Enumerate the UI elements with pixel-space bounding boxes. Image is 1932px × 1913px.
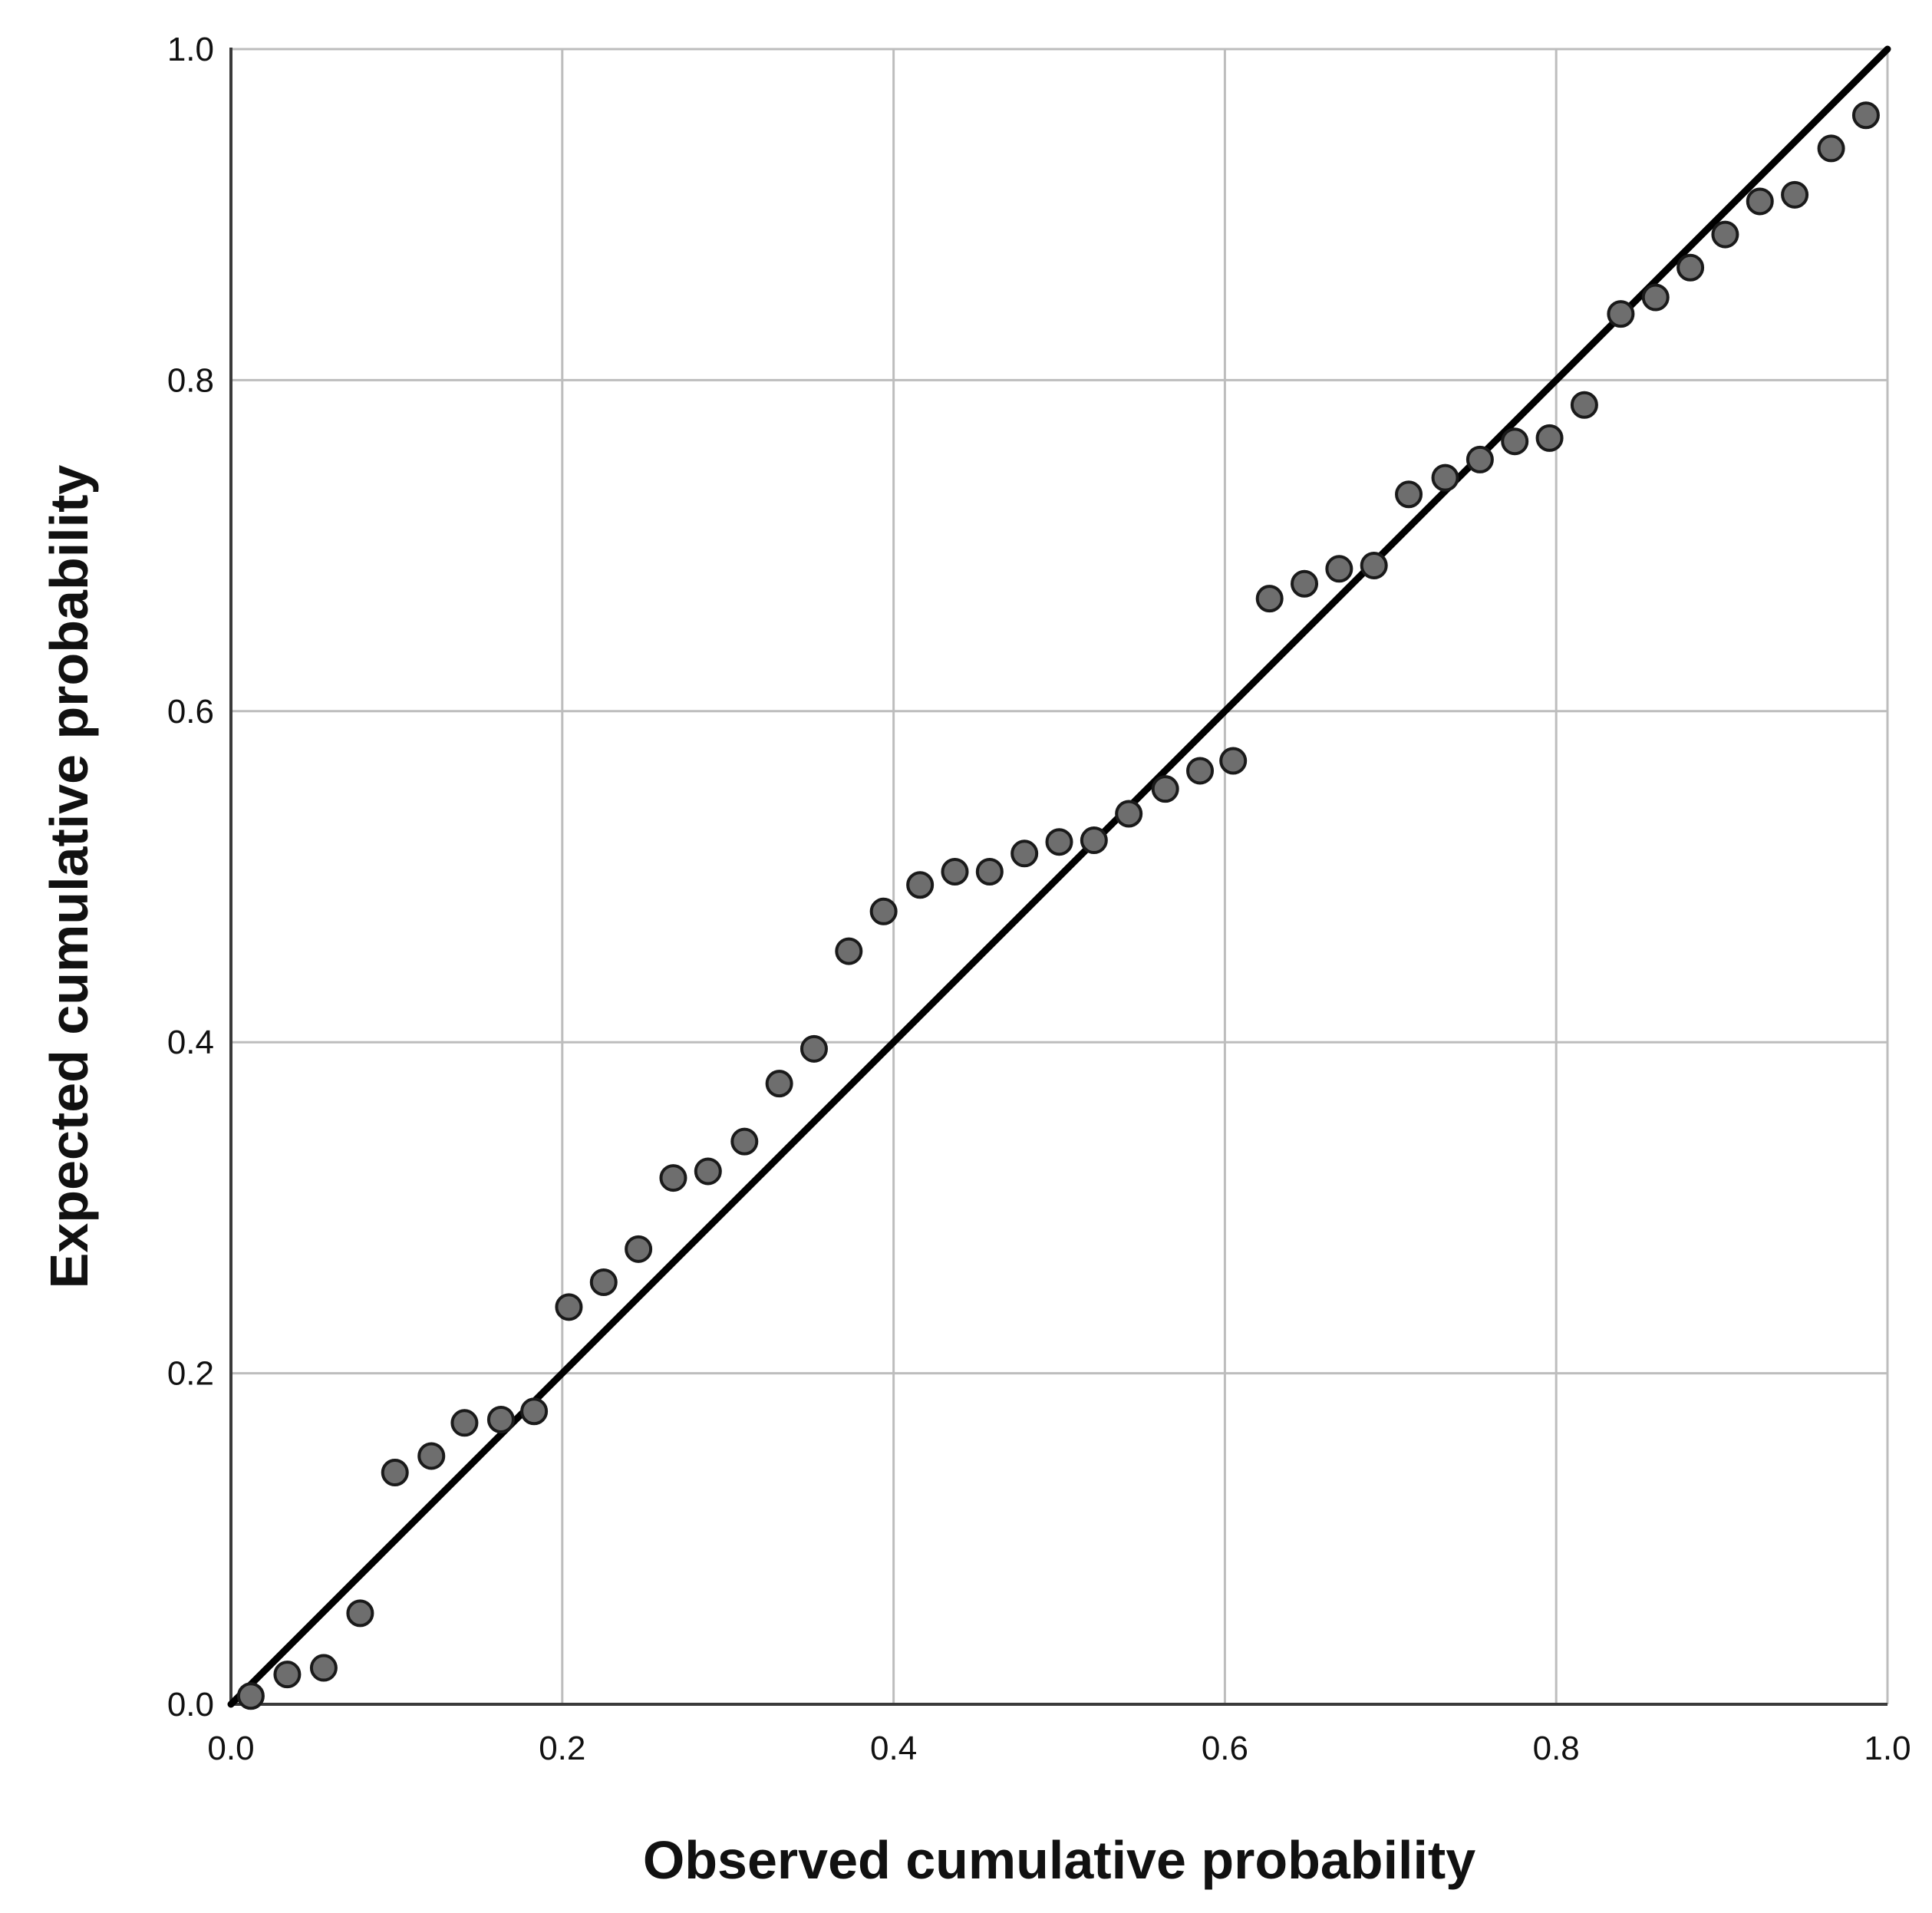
data-point (659, 1164, 687, 1192)
data-point (765, 1070, 793, 1098)
data-point (346, 1599, 374, 1628)
data-point (1817, 134, 1845, 163)
data-point (1607, 300, 1635, 328)
data-point (1535, 424, 1564, 452)
reference-line (227, 45, 1891, 1708)
data-point (1781, 180, 1809, 209)
data-point (236, 1682, 265, 1710)
plot-frame (229, 48, 1887, 1706)
data-point (1641, 283, 1670, 312)
data-point (1501, 427, 1529, 456)
y-tick-labels: 0.0 0.2 0.4 0.6 0.8 1.0 (167, 31, 214, 1723)
data-point (906, 871, 935, 899)
data-point (1080, 826, 1108, 855)
data-point (1851, 101, 1880, 130)
data-point (520, 1397, 549, 1426)
x-tick-label: 0.8 (1533, 1730, 1580, 1767)
grid-layer (229, 48, 1889, 1706)
data-point (309, 1654, 338, 1682)
y-tick-label: 0.8 (167, 361, 214, 399)
data-point (381, 1459, 409, 1487)
data-point (1746, 187, 1774, 216)
data-point (1676, 253, 1705, 282)
data-point (1360, 551, 1388, 579)
data-point (625, 1235, 653, 1263)
data-point (1151, 775, 1179, 803)
data-point (273, 1661, 302, 1689)
data-point (589, 1268, 618, 1296)
data-point (450, 1409, 479, 1437)
x-tick-label: 0.2 (539, 1730, 585, 1767)
data-point (1186, 757, 1215, 785)
data-point (800, 1034, 828, 1063)
data-point (1115, 800, 1143, 828)
data-point (1255, 585, 1284, 613)
x-tick-labels: 0.0 0.2 0.4 0.6 0.8 1.0 (207, 1730, 1911, 1767)
data-point (417, 1442, 446, 1470)
y-tick-label: 0.6 (167, 693, 214, 731)
data-point (1011, 839, 1039, 868)
data-point (869, 897, 898, 925)
x-tick-label: 0.4 (870, 1730, 917, 1767)
x-axis-title: Observed cumulative probability (643, 1830, 1475, 1890)
data-points-layer (236, 101, 1880, 1710)
data-point (1325, 555, 1353, 583)
data-point (1045, 828, 1073, 856)
x-tick-label: 0.6 (1202, 1730, 1248, 1767)
y-tick-label: 1.0 (167, 31, 214, 68)
data-point (941, 858, 969, 886)
y-axis-title: Expected cumulative probability (39, 465, 99, 1289)
data-point (1570, 391, 1598, 419)
y-tick-label: 0.2 (167, 1355, 214, 1393)
reference-line-layer (227, 45, 1891, 1708)
data-point (694, 1157, 722, 1186)
x-tick-label: 1.0 (1864, 1730, 1911, 1767)
data-point (975, 858, 1004, 886)
data-point (1395, 480, 1423, 509)
data-point (486, 1405, 515, 1433)
data-point (1431, 463, 1459, 492)
y-tick-label: 0.0 (167, 1686, 214, 1723)
x-tick-label: 0.0 (207, 1730, 254, 1767)
data-point (835, 937, 863, 965)
data-point (1291, 569, 1319, 598)
data-point (1711, 220, 1739, 249)
data-point (555, 1293, 583, 1321)
data-point (1465, 445, 1494, 473)
data-point (730, 1127, 759, 1156)
data-point (1219, 747, 1248, 775)
y-tick-label: 0.4 (167, 1024, 214, 1061)
